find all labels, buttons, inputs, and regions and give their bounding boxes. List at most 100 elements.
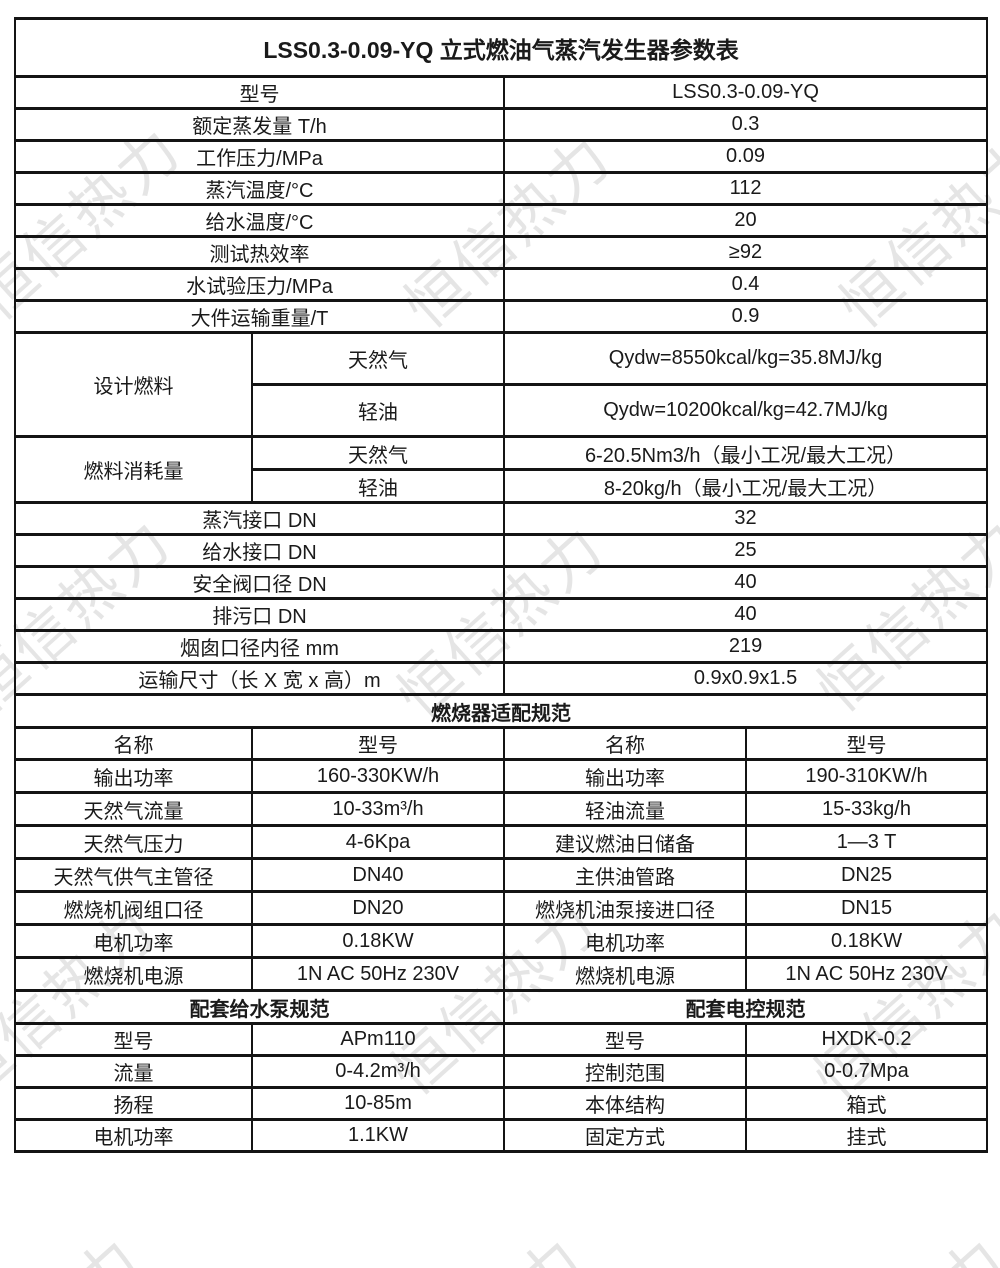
table-row: 安全阀口径 DN 40 (14, 565, 989, 600)
row-value: 0.4 (502, 267, 989, 302)
section-header-row: 配套给水泵规范 配套电控规范 (14, 989, 989, 1025)
row-value: 1—3 T (744, 824, 989, 860)
row-label: 排污口 DN (14, 597, 505, 632)
section-title: 配套电控规范 (502, 989, 989, 1025)
row-value: 40 (502, 565, 989, 600)
row-value: 25 (502, 533, 989, 568)
row-value: 0-4.2m³/h (251, 1054, 505, 1089)
watermark-text: 恒信热力 (0, 1213, 158, 1268)
table-row: 水试验压力/MPa 0.4 (14, 267, 989, 302)
column-header-row: 名称 型号 名称 型号 (14, 726, 989, 761)
table-row: 额定蒸发量 T/h 0.3 (14, 107, 989, 142)
row-value: 15-33kg/h (744, 791, 989, 827)
table-row: 型号 LSS0.3-0.09-YQ (14, 75, 989, 110)
row-label: 运输尺寸（长 X 宽 x 高）m (14, 661, 505, 696)
row-label: 烟囱口径内径 mm (14, 629, 505, 664)
watermark-text: 恒信热力 (777, 1213, 1000, 1268)
row-value: 20 (502, 203, 989, 238)
row-label: 给水接口 DN (14, 533, 505, 568)
table-row: 扬程 10-85m 本体结构 箱式 (14, 1086, 989, 1121)
group-label: 设计燃料 (14, 331, 253, 438)
table-row: 电机功率 1.1KW 固定方式 挂式 (14, 1118, 989, 1153)
row-label: 天然气压力 (14, 824, 253, 860)
table-row: 轻油 8-20kg/h（最小工况/最大工况） (15, 468, 989, 504)
table-row: 给水接口 DN 25 (14, 533, 989, 568)
row-value: DN40 (251, 857, 505, 893)
table-row: 天然气压力 4-6Kpa 建议燃油日储备 1—3 T (14, 824, 989, 860)
row-label: 蒸汽温度/°C (14, 171, 505, 206)
row-label: 燃烧机油泵接进口径 (503, 890, 747, 926)
table-row: 设计燃料 天然气 Qydw=8550kcal/kg=35.8MJ/kg (14, 331, 989, 438)
row-label: 固定方式 (503, 1118, 747, 1153)
row-value: Qydw=8550kcal/kg=35.8MJ/kg (502, 331, 989, 386)
row-value: Qydw=10200kcal/kg=42.7MJ/kg (502, 383, 989, 438)
row-value: 1.1KW (251, 1118, 505, 1153)
section-header-row: 燃烧器适配规范 (13, 693, 989, 729)
sub-label: 轻油 (251, 383, 505, 438)
row-label: 蒸汽接口 DN (14, 501, 505, 536)
table-row: 轻油 Qydw=10200kcal/kg=42.7MJ/kg (15, 383, 989, 438)
table-row: 蒸汽接口 DN 32 (14, 501, 989, 536)
table-row: 给水温度/°C 20 (14, 203, 989, 238)
row-value: 0.18KW (744, 923, 989, 959)
section-title: 燃烧器适配规范 (13, 693, 989, 729)
table-row: 燃烧机阀组口径 DN20 燃烧机油泵接进口径 DN15 (14, 890, 989, 926)
row-value: 190-310KW/h (744, 758, 989, 794)
row-label: 本体结构 (503, 1086, 747, 1121)
table-row: 运输尺寸（长 X 宽 x 高）m 0.9x0.9x1.5 (14, 661, 989, 696)
row-label: 电机功率 (14, 1118, 253, 1153)
row-label: 轻油流量 (503, 791, 747, 827)
table-row: 燃料消耗量 天然气 6-20.5Nm3/h（最小工况/最大工况） (14, 435, 989, 504)
row-label: 扬程 (14, 1086, 253, 1121)
row-label: 燃烧机电源 (503, 956, 747, 992)
row-value: 112 (502, 171, 989, 206)
row-value: 40 (502, 597, 989, 632)
row-label: 型号 (14, 75, 505, 110)
table-row: 天然气供气主管径 DN40 主供油管路 DN25 (14, 857, 989, 893)
table-row: 型号 APm110 型号 HXDK-0.2 (14, 1022, 989, 1057)
row-value: 10-33m³/h (251, 791, 505, 827)
row-value: 219 (502, 629, 989, 664)
column-header: 名称 (503, 726, 747, 761)
row-label: 建议燃油日储备 (503, 824, 747, 860)
row-label: 额定蒸发量 T/h (14, 107, 505, 142)
table-row: 输出功率 160-330KW/h 输出功率 190-310KW/h (14, 758, 989, 794)
row-value: HXDK-0.2 (744, 1022, 989, 1057)
row-value: 1N AC 50Hz 230V (744, 956, 989, 992)
column-header: 名称 (14, 726, 253, 761)
row-value: 箱式 (744, 1086, 989, 1121)
table-row: 烟囱口径内径 mm 219 (14, 629, 989, 664)
table-row: 电机功率 0.18KW 电机功率 0.18KW (14, 923, 989, 959)
row-label: 输出功率 (14, 758, 253, 794)
row-value: 0.9 (502, 299, 989, 334)
row-label: 型号 (14, 1022, 253, 1057)
row-label: 工作压力/MPa (14, 139, 505, 174)
table-row: 测试热效率 ≥92 (14, 235, 989, 270)
watermark-text: 恒信热力 (355, 1213, 600, 1268)
group-label: 燃料消耗量 (14, 435, 253, 504)
table-row: 燃烧机电源 1N AC 50Hz 230V 燃烧机电源 1N AC 50Hz 2… (14, 956, 989, 992)
table-row: 天然气流量 10-33m³/h 轻油流量 15-33kg/h (14, 791, 989, 827)
row-label: 天然气供气主管径 (14, 857, 253, 893)
table-row: 流量 0-4.2m³/h 控制范围 0-0.7Mpa (14, 1054, 989, 1089)
row-label: 大件运输重量/T (14, 299, 505, 334)
row-value: 1N AC 50Hz 230V (251, 956, 505, 992)
row-value: DN25 (744, 857, 989, 893)
table-row: 大件运输重量/T 0.9 (14, 299, 989, 334)
sub-label: 天然气 (251, 435, 505, 471)
table-row: 排污口 DN 40 (14, 597, 989, 632)
row-value: 0.9x0.9x1.5 (502, 661, 989, 696)
row-value: 0.18KW (251, 923, 505, 959)
row-label: 安全阀口径 DN (14, 565, 505, 600)
row-value: 0.3 (502, 107, 989, 142)
column-header: 型号 (744, 726, 989, 761)
row-value: 6-20.5Nm3/h（最小工况/最大工况） (502, 435, 989, 471)
row-value: DN15 (744, 890, 989, 926)
row-value: 8-20kg/h（最小工况/最大工况） (502, 468, 989, 504)
row-label: 测试热效率 (14, 235, 505, 270)
row-label: 控制范围 (503, 1054, 747, 1089)
row-label: 水试验压力/MPa (14, 267, 505, 302)
table-title: LSS0.3-0.09-YQ 立式燃油气蒸汽发生器参数表 (13, 17, 989, 78)
row-value: ≥92 (502, 235, 989, 270)
